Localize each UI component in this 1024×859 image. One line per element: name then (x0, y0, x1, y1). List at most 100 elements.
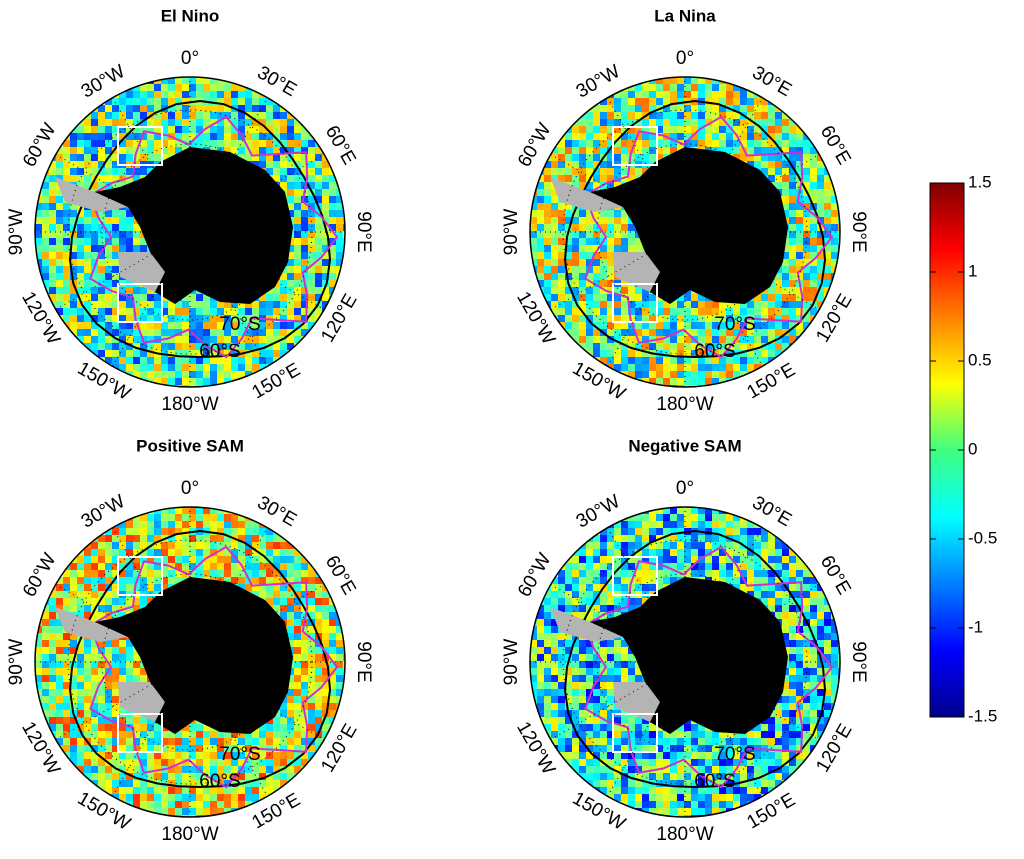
field-cell (56, 731, 64, 739)
field-cell (301, 322, 309, 330)
field-cell (126, 364, 134, 372)
field-cell (203, 766, 211, 774)
field-cell (287, 168, 295, 176)
field-cell (810, 168, 818, 176)
field-cell (175, 570, 183, 578)
field-cell (203, 336, 211, 344)
field-cell (280, 126, 288, 134)
field-cell (84, 717, 92, 725)
field-cell (112, 612, 120, 620)
field-cell (691, 140, 699, 148)
field-cell (182, 787, 190, 795)
field-cell (56, 668, 64, 676)
field-cell (119, 675, 127, 683)
field-cell (287, 703, 295, 711)
field-cell (287, 724, 295, 732)
field-cell (301, 147, 309, 155)
field-cell (98, 703, 106, 711)
field-cell (628, 133, 636, 141)
field-cell (147, 308, 155, 316)
field-cell (824, 252, 832, 260)
field-cell (315, 308, 323, 316)
field-cell (343, 703, 345, 711)
field-cell (789, 119, 797, 127)
field-cell (803, 336, 811, 344)
field-cell (810, 252, 818, 260)
field-cell (796, 161, 804, 169)
field-cell (196, 521, 204, 529)
field-cell (119, 661, 127, 669)
field-cell (649, 119, 657, 127)
field-cell (301, 703, 309, 711)
field-cell (154, 563, 162, 571)
latitude-label: 70°S (714, 314, 755, 335)
field-cell (565, 175, 573, 183)
field-cell (252, 549, 260, 557)
map-panel: El Nino0°30°E60°E90°E120°E150°E180°W150°… (6, 6, 374, 415)
field-cell (280, 563, 288, 571)
field-cell (154, 549, 162, 557)
field-cell (803, 322, 811, 330)
field-cell (691, 308, 699, 316)
field-cell (126, 154, 134, 162)
field-cell (294, 626, 302, 634)
field-cell (670, 105, 678, 113)
field-cell (273, 710, 281, 718)
field-cell (203, 315, 211, 323)
field-cell (56, 689, 64, 697)
field-cell (140, 556, 148, 564)
field-cell (231, 752, 239, 760)
field-cell (621, 217, 629, 225)
field-cell (761, 98, 769, 106)
field-cell (656, 126, 664, 134)
field-cell (91, 322, 99, 330)
field-cell (84, 273, 92, 281)
field-cell (231, 91, 239, 99)
field-cell (537, 210, 545, 218)
field-cell (315, 563, 323, 571)
field-cell (140, 549, 148, 557)
field-cell (663, 112, 671, 120)
field-cell (154, 98, 162, 106)
field-cell (280, 731, 288, 739)
field-cell (105, 280, 113, 288)
field-cell (280, 591, 288, 599)
field-cell (273, 591, 281, 599)
field-cell (572, 308, 580, 316)
field-cell (196, 357, 204, 365)
field-cell (677, 308, 685, 316)
field-cell (273, 119, 281, 127)
field-cell (544, 203, 552, 211)
field-cell (558, 287, 566, 295)
field-cell (266, 161, 274, 169)
field-cell (719, 84, 727, 92)
field-cell (775, 301, 783, 309)
field-cell (140, 794, 148, 802)
field-cell (133, 549, 141, 557)
field-cell (287, 119, 295, 127)
field-cell (677, 322, 685, 330)
latitude-label: 70°S (219, 314, 260, 335)
field-cell (266, 591, 274, 599)
field-cell (231, 308, 239, 316)
field-cell (252, 577, 260, 585)
field-cell (133, 224, 141, 232)
front-black (563, 99, 827, 359)
field-cell (98, 154, 106, 162)
field-cell (238, 521, 246, 529)
field-cell (733, 112, 741, 120)
field-cell (84, 259, 92, 267)
field-cell (231, 119, 239, 127)
field-cell (336, 217, 344, 225)
field-cell (56, 661, 64, 669)
field-cell (252, 301, 260, 309)
field-cell (789, 154, 797, 162)
field-cell (105, 245, 113, 253)
field-cell (287, 266, 295, 274)
field-cell (329, 626, 337, 634)
field-cell (210, 357, 218, 365)
field-cell (98, 126, 106, 134)
field-cell (329, 217, 337, 225)
field-cell (63, 280, 71, 288)
field-cell (315, 661, 323, 669)
